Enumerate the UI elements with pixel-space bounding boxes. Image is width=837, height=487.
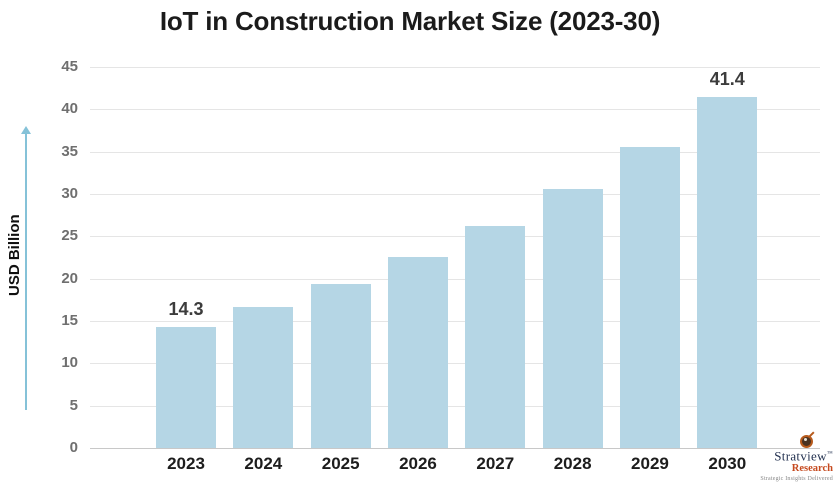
x-tick-label-2025: 2025 [321,454,360,473]
y-tick-label-5: 5 [69,396,78,414]
y-tick-label-30: 30 [61,185,78,202]
plot-area: 14.3 41.4 [90,67,820,449]
gridline-0 [90,448,820,449]
x-tick-label-2028: 2028 [553,454,592,473]
bar-2028 [542,188,603,448]
gridline-20 [90,278,820,280]
gridline-40 [90,109,820,111]
magnifier-glint [804,437,807,441]
y-tick-label-45: 45 [61,58,78,75]
gridline-35 [90,151,820,153]
x-tick-label-2024: 2024 [244,454,283,473]
y-tick-label-20: 20 [61,269,78,287]
magnifier-lens [800,434,813,448]
bar-2026 [387,256,448,448]
gridline-25 [90,236,820,238]
bar-2025 [310,283,371,448]
bar-value-label-2023: 14.3 [168,298,204,319]
x-tick-label-2023: 2023 [167,454,205,473]
bar-2024 [233,306,294,448]
arrow-shaft [25,133,27,410]
x-tick-label-2029: 2029 [631,454,669,473]
gridline-10 [90,363,820,365]
bar-2029 [619,146,680,448]
y-tick-label-10: 10 [61,354,78,372]
y-axis-arrow-icon [20,126,32,410]
trademark-symbol: ™ [826,450,833,457]
y-tick-label-35: 35 [61,142,78,160]
magnifier-icon [800,431,816,448]
brand-logo: Stratview™ Research Strategic Insights D… [760,431,833,483]
y-tick-label-0: 0 [69,439,78,456]
bar-value-label-2030: 41.4 [709,69,745,90]
logo-brand-text: Stratview [774,448,827,463]
logo-brand-name: Stratview™ [774,448,833,462]
gridline-15 [90,321,820,322]
gridline-45 [90,67,820,68]
chart-title: IoT in Construction Market Size (2023-30… [159,6,661,36]
gridline-30 [90,194,820,195]
logo-sub-brand: Research [791,463,833,474]
arrow-head [21,126,31,134]
x-tick-label-2027: 2027 [476,454,515,473]
y-tick-label-40: 40 [61,100,78,118]
x-tick-label-2026: 2026 [399,454,437,473]
y-tick-label-25: 25 [61,227,78,245]
x-tick-label-2030: 2030 [708,454,747,473]
gridline-5 [90,405,820,407]
bar-2030 [697,97,758,448]
y-tick-label-15: 15 [61,312,78,329]
bar-2027 [465,226,526,448]
bar-2023 [156,326,216,448]
logo-tagline: Strategic Insights Delivered [760,476,833,482]
